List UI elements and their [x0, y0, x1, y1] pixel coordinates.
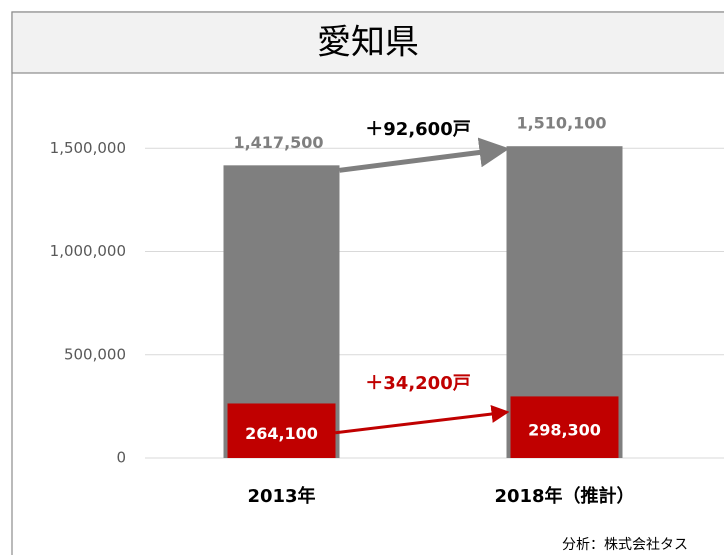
value-label: 264,100 — [245, 424, 318, 443]
value-label: 1,417,500 — [233, 133, 323, 152]
chart-title: 愛知県 — [317, 23, 419, 63]
y-tick-label: 0 — [116, 449, 126, 467]
source: 分析：株式会社タス — [562, 537, 688, 553]
bar — [510, 396, 619, 458]
y-tick-label: 1,500,000 — [50, 139, 126, 157]
arrow — [335, 405, 510, 435]
bar — [227, 403, 336, 458]
x-tick-label: 2018年（推計） — [494, 485, 634, 507]
value-label: 298,300 — [528, 421, 601, 440]
title-box — [11, 11, 724, 74]
annotation: ＋92,600戸 — [365, 119, 470, 140]
y-tick-label: 500,000 — [64, 345, 126, 363]
value-label: 1,510,100 — [516, 114, 606, 133]
annotation: ＋34,200戸 — [365, 373, 470, 394]
y-tick-label: 1,000,000 — [50, 242, 126, 260]
x-tick-label: 2013年 — [247, 485, 315, 507]
arrow — [339, 137, 510, 173]
